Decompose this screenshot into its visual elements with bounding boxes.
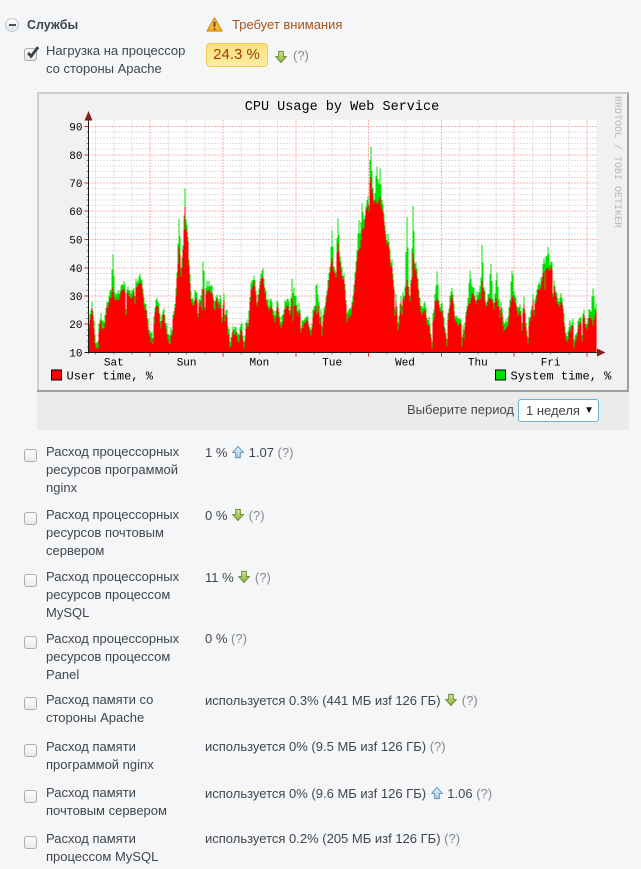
svg-text:Fri: Fri — [541, 358, 561, 370]
svg-text:Thu: Thu — [468, 358, 488, 370]
svg-text:System time, %: System time, % — [511, 370, 613, 384]
svg-text:90: 90 — [69, 123, 82, 135]
svg-text:CPU Usage by Web Service: CPU Usage by Web Service — [245, 100, 439, 115]
svg-text:50: 50 — [69, 236, 82, 248]
svg-text:Sun: Sun — [177, 358, 197, 370]
svg-text:Wed: Wed — [395, 358, 415, 370]
svg-text:40: 40 — [69, 264, 82, 276]
svg-text:80: 80 — [69, 151, 82, 163]
svg-text:RRDTOOL / TOBI OETIKER: RRDTOOL / TOBI OETIKER — [611, 96, 623, 228]
svg-text:30: 30 — [69, 292, 82, 304]
svg-text:60: 60 — [69, 207, 82, 219]
svg-text:Tue: Tue — [322, 358, 342, 370]
svg-text:70: 70 — [69, 179, 82, 191]
svg-text:Sat: Sat — [104, 358, 124, 370]
svg-text:User time, %: User time, % — [67, 370, 154, 384]
svg-text:10: 10 — [69, 349, 82, 361]
svg-text:Mon: Mon — [249, 358, 269, 370]
svg-text:20: 20 — [69, 320, 82, 332]
